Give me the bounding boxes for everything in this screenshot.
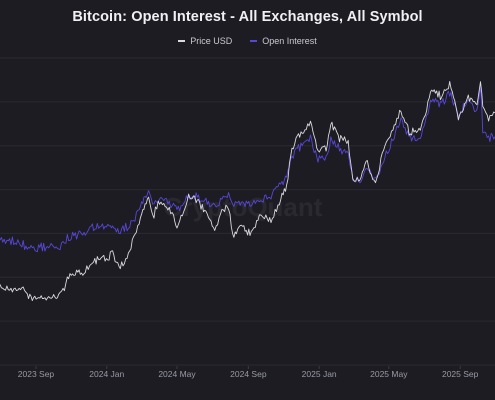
price-usd-line: [0, 81, 495, 302]
x-tick-label: 2024 Jan: [89, 369, 124, 379]
legend-item-price[interactable]: Price USD: [178, 36, 232, 46]
legend-swatch-open-interest: [250, 40, 258, 42]
legend-swatch-price: [178, 40, 186, 42]
x-tick-label: 2023 Sep: [18, 369, 55, 379]
open-interest-line: [0, 86, 495, 253]
x-tick-label: 2025 May: [370, 369, 408, 379]
legend-label-price: Price USD: [190, 36, 233, 46]
legend: Price USD Open Interest: [0, 36, 495, 46]
legend-label-open-interest: Open Interest: [262, 36, 317, 46]
legend-item-open-interest[interactable]: Open Interest: [250, 36, 317, 46]
x-tick-label: 2024 Sep: [230, 369, 267, 379]
x-tick-label: 2025 Jan: [302, 369, 337, 379]
chart-title: Bitcoin: Open Interest - All Exchanges, …: [72, 9, 423, 25]
x-axis: 2023 Sep 2024 Jan 2024 May 2024 Sep 2025 Jan…: [18, 366, 479, 379]
x-tick-label: 2025 Sep: [442, 369, 479, 379]
watermark-text: CryptoQuant: [164, 192, 323, 222]
x-tick-label: 2024 May: [158, 369, 196, 379]
grid-layer: [0, 57, 495, 366]
series-layer: [0, 81, 495, 302]
